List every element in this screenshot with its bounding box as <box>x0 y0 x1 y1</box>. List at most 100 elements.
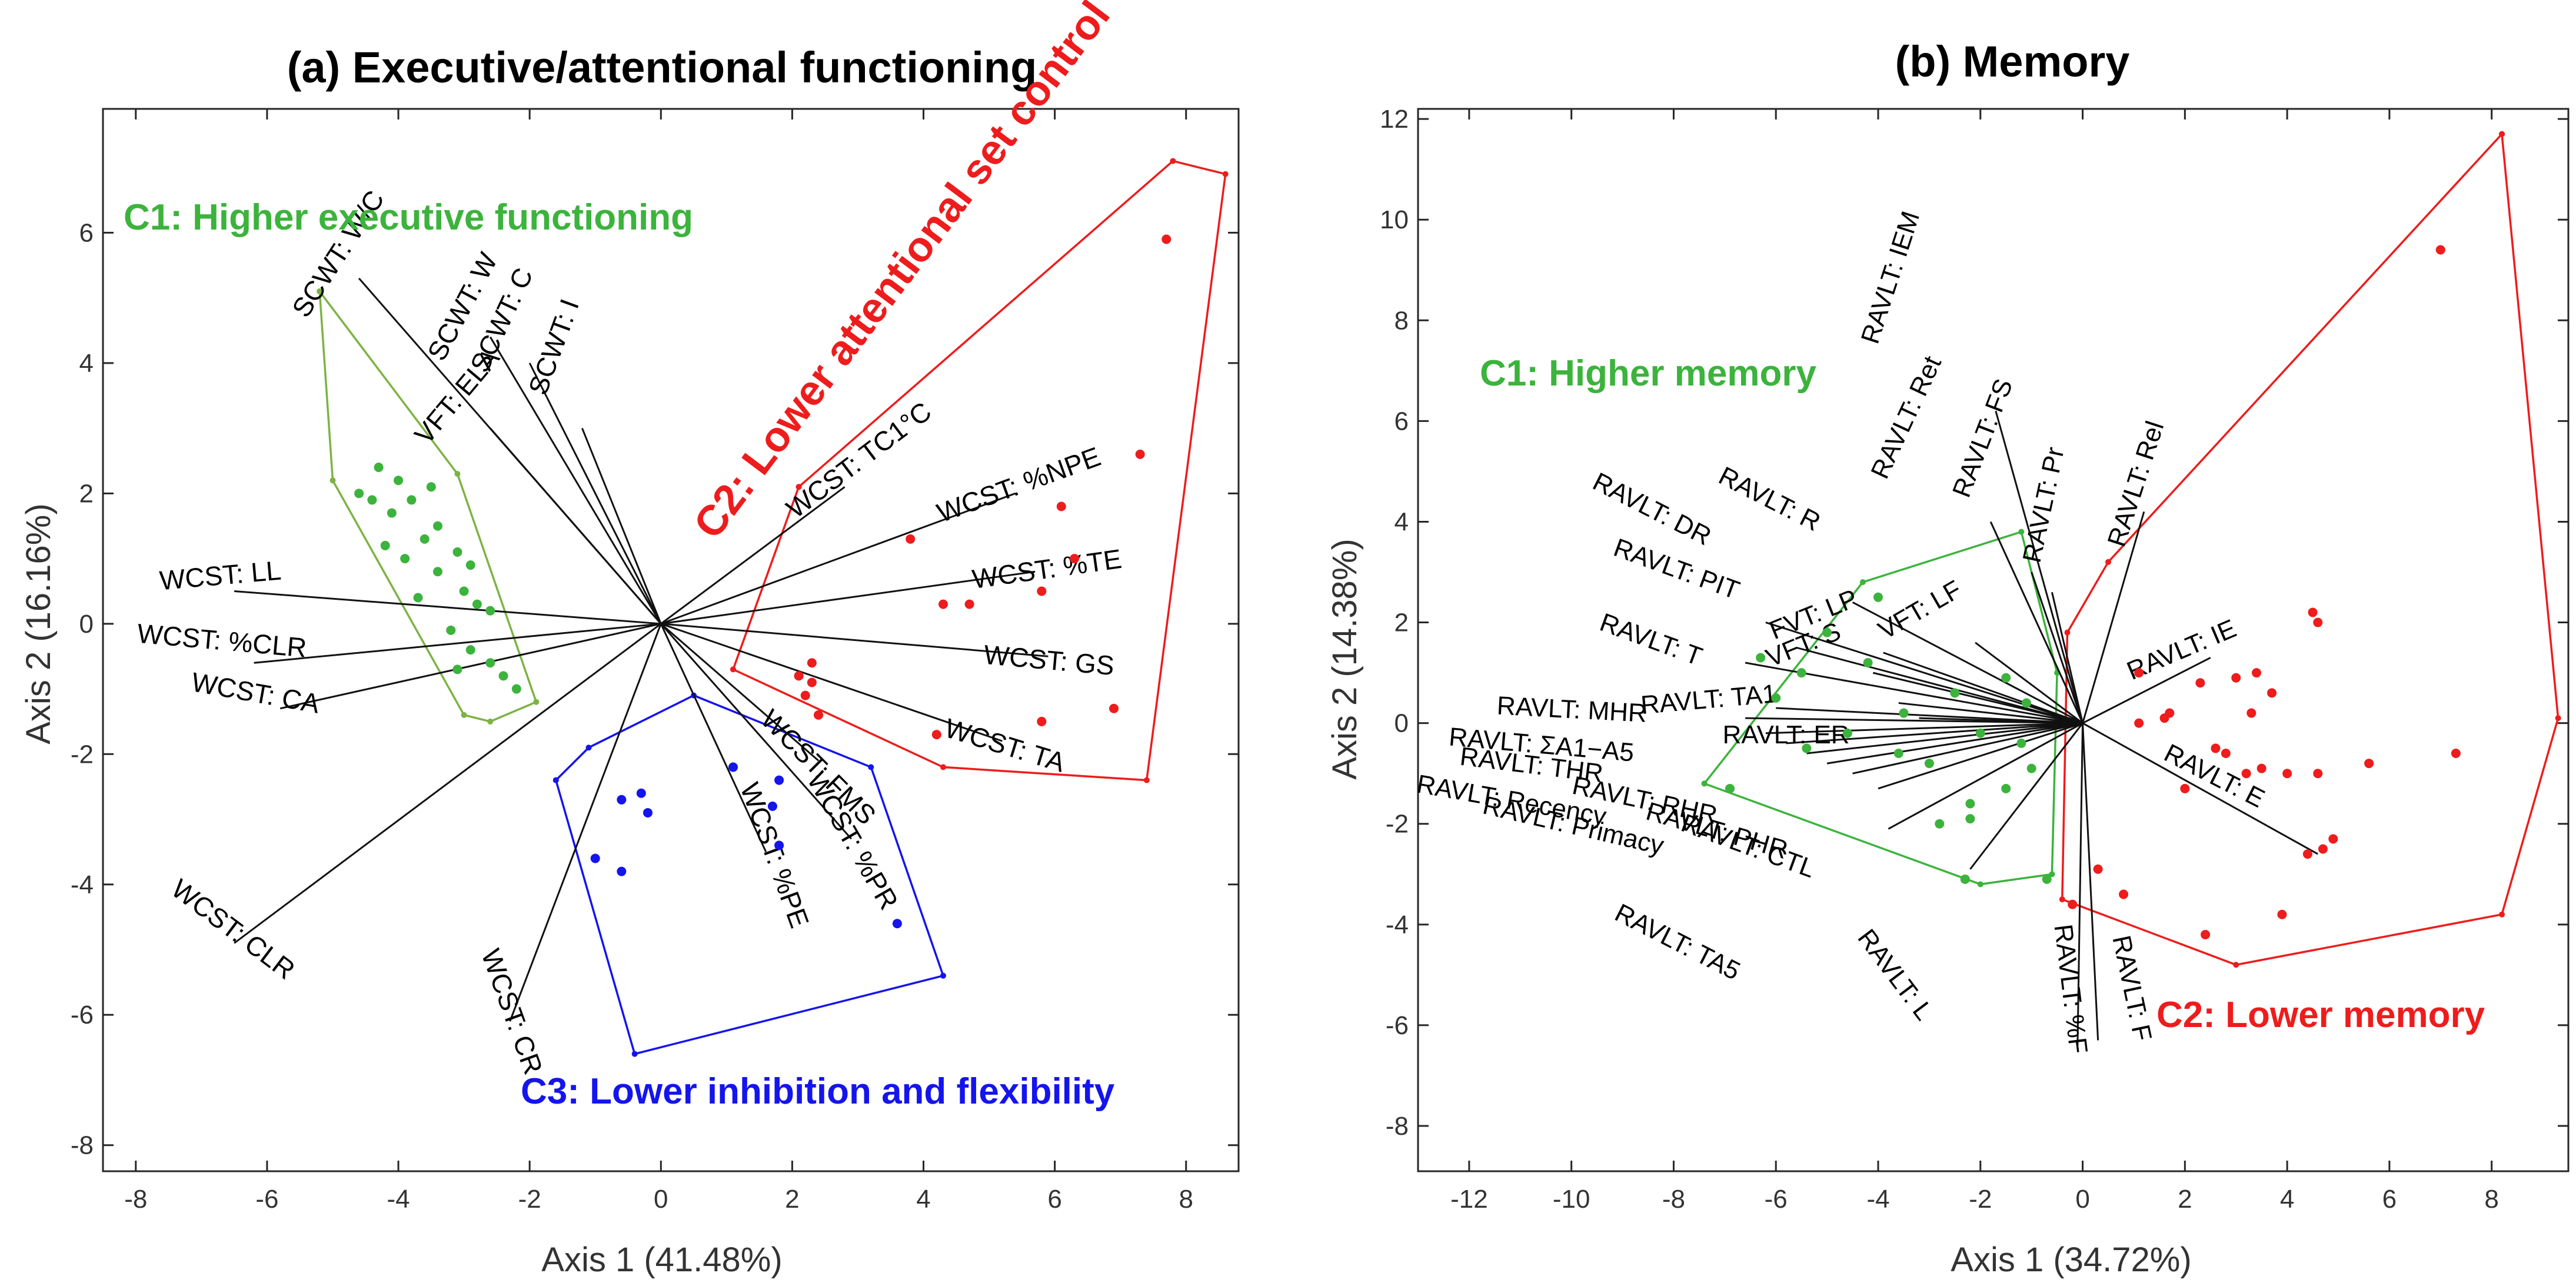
panel-a-ylabel: Axis 2 (16.16%) <box>19 503 58 744</box>
panel-a-xtick-label: 4 <box>916 1185 930 1214</box>
panel-a-hull-vertex <box>1143 777 1150 783</box>
panel-a-ytick-label: 6 <box>79 218 94 247</box>
panel-a-vector-line <box>490 427 662 624</box>
panel-b-cluster-2-point <box>2313 769 2323 779</box>
panel-b-hull-vertex <box>2105 559 2111 565</box>
panel-a-axes-frame <box>102 108 1240 1172</box>
panel-b-cluster-2-point <box>2302 849 2312 859</box>
panel-a-cluster-2-point <box>964 599 974 609</box>
panel-a-cluster-1-point <box>485 658 495 668</box>
panel-b-vector-line <box>1852 722 2083 775</box>
panel-a-xlabel: Axis 1 (41.48%) <box>541 1241 782 1279</box>
panel-a-cluster-3-point <box>892 919 902 929</box>
panel-b-xtick-label: 6 <box>2382 1185 2397 1214</box>
panel-b-ytick-label: 12 <box>1380 105 1409 134</box>
panel-b-cluster-1-point <box>1822 627 1832 637</box>
panel-b-cluster-2-point <box>2267 688 2277 698</box>
panel-a-xtick-label: 8 <box>1179 1185 1193 1214</box>
panel-a-xtick-label: 6 <box>1047 1185 1061 1214</box>
panel-a-cluster-3-point <box>728 762 738 772</box>
panel-b-ytick-label: -2 <box>1386 810 1409 839</box>
panel-a-cluster-3-point <box>767 801 777 811</box>
panel-a-vector-line <box>660 623 852 840</box>
panel-b-cluster-1-point <box>1796 668 1806 678</box>
panel-a-vector-line <box>279 623 661 710</box>
panel-b-xtick-label: 8 <box>2484 1185 2498 1214</box>
panel-a-hull-vertex <box>940 972 946 979</box>
panel-a-cluster-2-point <box>1161 234 1171 244</box>
panel-b-ytick-label: 0 <box>1394 709 1409 738</box>
panel-b-ytick-label: 4 <box>1394 507 1409 536</box>
panel-a-cluster-2-point <box>814 710 824 720</box>
panel-b-ytick-label: 8 <box>1394 306 1409 335</box>
panel-a-hull-vertex <box>585 745 592 751</box>
panel-a-cluster-1-point <box>387 508 397 518</box>
panel-b-ylabel: Axis 2 (14.38%) <box>1326 539 1364 779</box>
panel-a-vector-line <box>489 336 662 624</box>
panel-b-cluster-1-point <box>1873 592 1883 602</box>
panel-b-cluster-1-point <box>1863 657 1873 667</box>
panel-b-hull-vertex <box>1977 881 1983 888</box>
panel-b-xtick-label: -8 <box>1662 1185 1685 1214</box>
panel-b-cluster-2-point <box>2308 607 2318 617</box>
panel-a-cluster-1-point <box>472 599 482 609</box>
panel-b-vector-line <box>2076 723 2084 1046</box>
panel-b-hull-vertex <box>2233 962 2239 968</box>
panel-b-cluster-2-point <box>2313 617 2323 627</box>
panel-b-cluster-1-point <box>2001 783 2011 793</box>
panel-b-vector-line <box>1989 521 2084 724</box>
panel-a-cluster-2-point <box>1056 501 1066 511</box>
panel-a-cluster-1-point <box>413 593 423 603</box>
panel-b-vector-line <box>1786 722 2083 745</box>
panel-a-vector-line <box>528 363 662 624</box>
panel-b-hull-vertex <box>1701 780 1708 787</box>
panel-a-ytick-label: 2 <box>79 479 94 508</box>
panel-a-vector-line <box>660 623 1003 742</box>
panel-b-hull-vertex <box>2064 629 2071 636</box>
panel-b-cluster-1-point <box>1975 728 1985 738</box>
panel-b-cluster-2-point <box>2451 748 2461 758</box>
panel-a-vector-line <box>660 623 819 762</box>
panel-b-cluster-2-point <box>2257 763 2267 773</box>
panel-b-vector-line <box>2082 723 2099 1041</box>
panel-b-cluster-2-point <box>2231 673 2241 683</box>
panel-b-cluster-2-point <box>2364 759 2374 769</box>
panel-a-ytick-label: -4 <box>71 870 94 899</box>
panel-a-cluster-2-point <box>1037 586 1047 596</box>
panel-a-vector-line <box>234 590 661 625</box>
panel-a-cluster-3-point <box>617 795 627 805</box>
panel-a-ytick-label: 4 <box>79 349 94 378</box>
panel-b-cluster-1-point <box>1950 688 1960 698</box>
panel-a-ytick-label: -8 <box>71 1131 94 1160</box>
panel-a-hull-vertex <box>487 718 494 725</box>
panel-a-cluster-2-point <box>938 599 948 609</box>
panel-a-cluster-3-point <box>643 808 653 818</box>
panel-a-cluster-label-1: C1: Higher executive functioning <box>124 197 693 238</box>
panel-b-vector-line <box>1765 622 2084 725</box>
panel-a-cluster-1-point <box>498 671 508 681</box>
panel-b-cluster-1-point <box>1924 759 1934 769</box>
panel-a-cluster-1-point <box>432 567 442 577</box>
panel-b-cluster-2-point <box>2282 769 2292 779</box>
panel-a-hull-vertex <box>317 288 323 295</box>
panel-b-hull-vertex <box>1859 579 1866 586</box>
panel-a-cluster-1-point <box>446 625 456 635</box>
panel-a-cluster-1-point <box>380 540 390 550</box>
panel-a-xtick-label: -6 <box>255 1185 278 1214</box>
panel-a-hull-vertex <box>730 666 736 673</box>
panel-b-ytick-label: 6 <box>1394 407 1409 436</box>
panel-a-cluster-2-point <box>807 658 817 668</box>
panel-a-ytick-label: -2 <box>71 740 94 769</box>
panel-a-cluster-1-point <box>374 463 384 473</box>
panel-a-hull-vertex <box>1222 171 1229 177</box>
panel-a-vector-line <box>661 623 1049 657</box>
panel-b-cluster-label-1: C1: Higher memory <box>1480 353 1816 394</box>
panel-b-ytick-label: 2 <box>1394 609 1409 637</box>
panel-a-cluster-1-point <box>354 489 364 499</box>
panel-b-vector-line <box>1872 672 2083 725</box>
panel-b-cluster-1-point <box>1960 874 1970 884</box>
panel-b-vector-line <box>1852 602 2084 724</box>
panel-b-hull-vertex <box>2018 529 2025 535</box>
panel-a-cluster-2-point <box>906 534 916 544</box>
